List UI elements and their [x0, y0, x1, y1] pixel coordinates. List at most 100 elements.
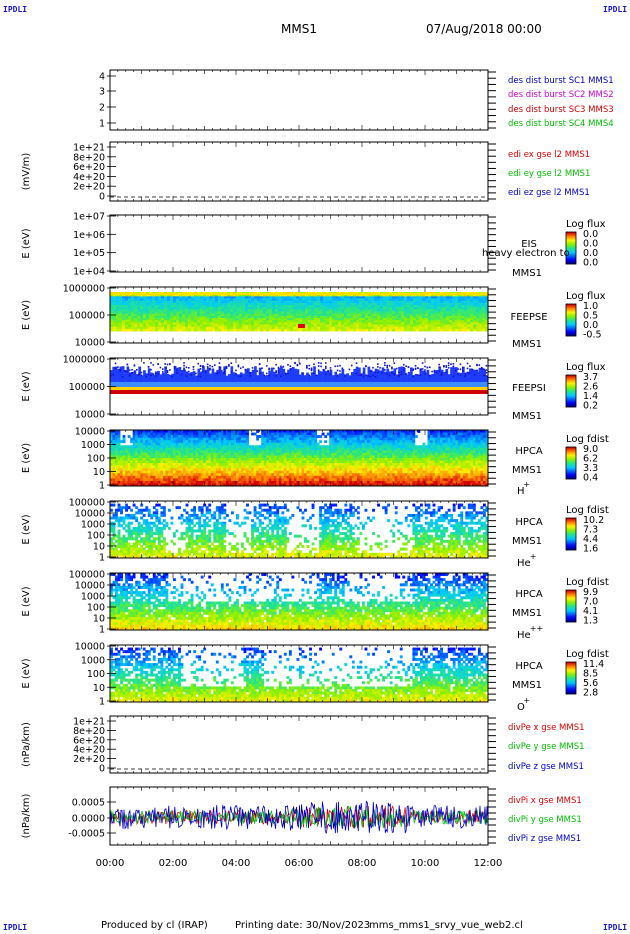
- spectrogram-cell: [223, 455, 227, 459]
- spectrogram-cell: [218, 445, 222, 449]
- spectrogram-cell: [276, 470, 280, 474]
- spectrogram-cell: [272, 320, 276, 323]
- spectrogram-cell: [131, 328, 135, 332]
- spectrogram-cell: [176, 309, 180, 312]
- spectrogram-cell: [149, 328, 153, 332]
- spectrogram-cell: [223, 460, 227, 464]
- spectrogram-cell: [152, 326, 156, 330]
- spectrogram-cell: [205, 458, 209, 461]
- spectrogram-cell: [236, 468, 239, 472]
- spectrogram-cell: [215, 315, 219, 319]
- spectrogram-cell: [268, 455, 272, 459]
- spectrogram-cell: [242, 305, 246, 308]
- spectrogram-cell: [467, 326, 471, 330]
- spectrogram-cell: [281, 318, 285, 321]
- spectrogram-cell: [344, 326, 348, 330]
- y-tick-label: 0: [99, 192, 105, 203]
- feepsi-dot: [369, 375, 372, 378]
- spectrogram-cell: [251, 447, 254, 451]
- feepsi-speckle: [299, 374, 302, 388]
- spectrogram-cell: [461, 305, 465, 308]
- spectrogram-cell: [149, 318, 153, 321]
- spectrogram-cell: [110, 437, 113, 441]
- spectrogram-cell: [473, 320, 477, 323]
- spectrogram-cell: [246, 455, 249, 459]
- spectrogram-cell: [245, 313, 249, 317]
- spectrogram-cell: [266, 447, 270, 451]
- spectrogram-cell: [215, 452, 219, 456]
- spectrogram-cell: [218, 463, 222, 466]
- y-tick-label: 2e+20: [73, 182, 105, 193]
- feepsi-dot: [431, 370, 433, 373]
- spectrogram-cell: [190, 473, 194, 477]
- spectrogram-cell: [183, 440, 186, 444]
- spectrogram-cell: [135, 452, 139, 456]
- colorbar-swatch: [566, 330, 576, 332]
- spectrogram-cell: [173, 302, 177, 306]
- spectrogram-cell: [380, 324, 384, 328]
- spectrogram-cell: [197, 307, 201, 310]
- spectrogram-cell: [275, 302, 279, 306]
- spectrogram-cell: [125, 450, 128, 454]
- spectrogram-cell: [443, 326, 447, 330]
- spectrogram-cell: [464, 318, 468, 321]
- feepsi-dot: [166, 371, 169, 374]
- spectrogram-cell: [470, 318, 474, 321]
- spectrogram-cell: [256, 470, 260, 474]
- spectrogram-cell: [365, 298, 369, 302]
- spectrogram-cell: [425, 311, 429, 315]
- spectrogram-cell: [275, 298, 279, 302]
- spectrogram-cell: [254, 315, 258, 319]
- spectrogram-cell: [449, 322, 453, 325]
- spectrogram-cell: [268, 465, 272, 469]
- spectrogram-cell: [173, 470, 176, 474]
- spectrogram-cell: [455, 324, 459, 328]
- spectrogram-cell: [145, 447, 149, 451]
- colorbar-swatch: [566, 401, 576, 403]
- spectrogram-cell: [425, 296, 429, 299]
- feepsi-dot: [169, 363, 171, 366]
- spectrogram-cell: [162, 455, 166, 459]
- spectrogram-cell: [323, 315, 327, 319]
- spectrogram-cell: [479, 328, 483, 332]
- spectrogram-cell: [152, 305, 156, 308]
- spectrogram-cell: [185, 298, 189, 302]
- spectrogram-cell: [225, 430, 229, 433]
- spectrogram-cell: [425, 300, 429, 304]
- spectrogram-cell: [150, 455, 154, 459]
- spectrogram-cell: [395, 307, 399, 310]
- spectrogram-cell: [314, 318, 318, 321]
- feepsi-speckle: [320, 371, 323, 388]
- spectrogram-cell: [149, 309, 153, 312]
- spectrogram-cell: [155, 326, 159, 330]
- spectrogram-cell: [470, 294, 474, 297]
- spectrogram-cell: [193, 483, 197, 487]
- spectrogram-cell: [446, 324, 450, 328]
- spectrogram-cell: [248, 300, 252, 304]
- spectrogram-cell: [311, 320, 315, 323]
- spectrogram-cell: [218, 483, 222, 487]
- spectrogram-cell: [132, 445, 136, 449]
- spectrogram-cell: [248, 452, 252, 456]
- spectrogram-cell: [268, 430, 272, 433]
- spectrogram-cell: [157, 447, 161, 451]
- spectrogram-cell: [115, 455, 118, 459]
- spectrogram-cell: [272, 307, 276, 310]
- spectrogram-cell: [329, 300, 333, 304]
- spectrogram-cell: [386, 298, 390, 302]
- spectrogram-cell: [404, 307, 408, 310]
- spectrogram-cell: [190, 468, 194, 472]
- feepsi-speckle: [433, 370, 437, 388]
- spectrogram-cell: [398, 294, 402, 297]
- spectrogram-cell: [135, 447, 139, 451]
- spectrogram-cell: [143, 326, 147, 330]
- spectrogram-cell: [283, 460, 287, 464]
- spectrogram-cell: [147, 452, 151, 456]
- spectrogram-cell: [225, 465, 229, 469]
- spectrogram-cell: [160, 430, 164, 433]
- spectrogram-cell: [167, 458, 171, 461]
- spectrogram-cell: [135, 458, 139, 461]
- y-tick-label: 1e+06: [73, 230, 105, 241]
- spectrogram-cell: [246, 475, 249, 479]
- colorbar-swatch: [566, 260, 576, 262]
